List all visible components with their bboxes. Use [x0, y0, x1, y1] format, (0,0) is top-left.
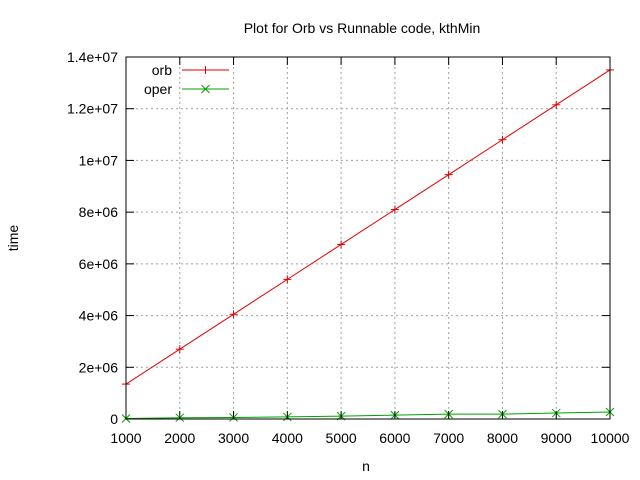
grid-lines — [126, 57, 610, 419]
y-tick-label: 2e+06 — [79, 359, 119, 375]
x-tick-label: 10000 — [591, 430, 630, 446]
plot-frame — [125, 56, 611, 420]
y-tick-label: 1.2e+07 — [67, 101, 118, 117]
y-tick-label: 8e+06 — [79, 204, 119, 220]
series-layer — [121, 65, 615, 423]
data-point-orb — [175, 345, 184, 354]
data-point-orb — [283, 275, 292, 284]
x-tick-label: 8000 — [487, 430, 518, 446]
x-tick-label: 6000 — [379, 430, 410, 446]
legend: orb oper — [144, 62, 229, 97]
x-tick-label: 7000 — [433, 430, 464, 446]
data-point-orb — [498, 135, 507, 144]
x-tick-label: 4000 — [272, 430, 303, 446]
y-tick-label: 4e+06 — [79, 308, 119, 324]
y-tick-label: 1.4e+07 — [67, 49, 118, 65]
x-tick-label: 3000 — [218, 430, 249, 446]
data-point-orb — [444, 170, 453, 179]
chart-title: Plot for Orb vs Runnable code, kthMin — [244, 20, 481, 36]
y-tick-label: 6e+06 — [79, 256, 119, 272]
x-tick-label: 1000 — [110, 430, 141, 446]
x-tick-label: 5000 — [326, 430, 357, 446]
x-tick-label: 9000 — [541, 430, 572, 446]
data-point-orb — [337, 240, 346, 249]
legend-label-orb: orb — [152, 62, 172, 78]
y-tick-label: 0 — [110, 411, 118, 427]
axis-ticks: 0 2e+06 4e+06 6e+06 8e+06 1e+07 1.2e+07 1.4e+07… — [67, 49, 630, 446]
y-tick-label: 1e+07 — [79, 152, 119, 168]
data-point-orb — [552, 100, 561, 109]
series-line-orb — [125, 69, 611, 385]
legend-marker-oper — [201, 84, 210, 94]
series-orb — [122, 65, 614, 389]
series-oper — [121, 407, 615, 423]
data-point-orb — [390, 205, 399, 214]
legend-label-oper: oper — [144, 81, 172, 97]
data-point-orb — [229, 310, 238, 319]
legend-marker-orb — [201, 66, 210, 74]
y-axis-label: time — [5, 225, 21, 252]
x-axis-label: n — [362, 458, 370, 474]
x-tick-label: 2000 — [164, 430, 195, 446]
series-line-oper — [125, 411, 611, 419]
